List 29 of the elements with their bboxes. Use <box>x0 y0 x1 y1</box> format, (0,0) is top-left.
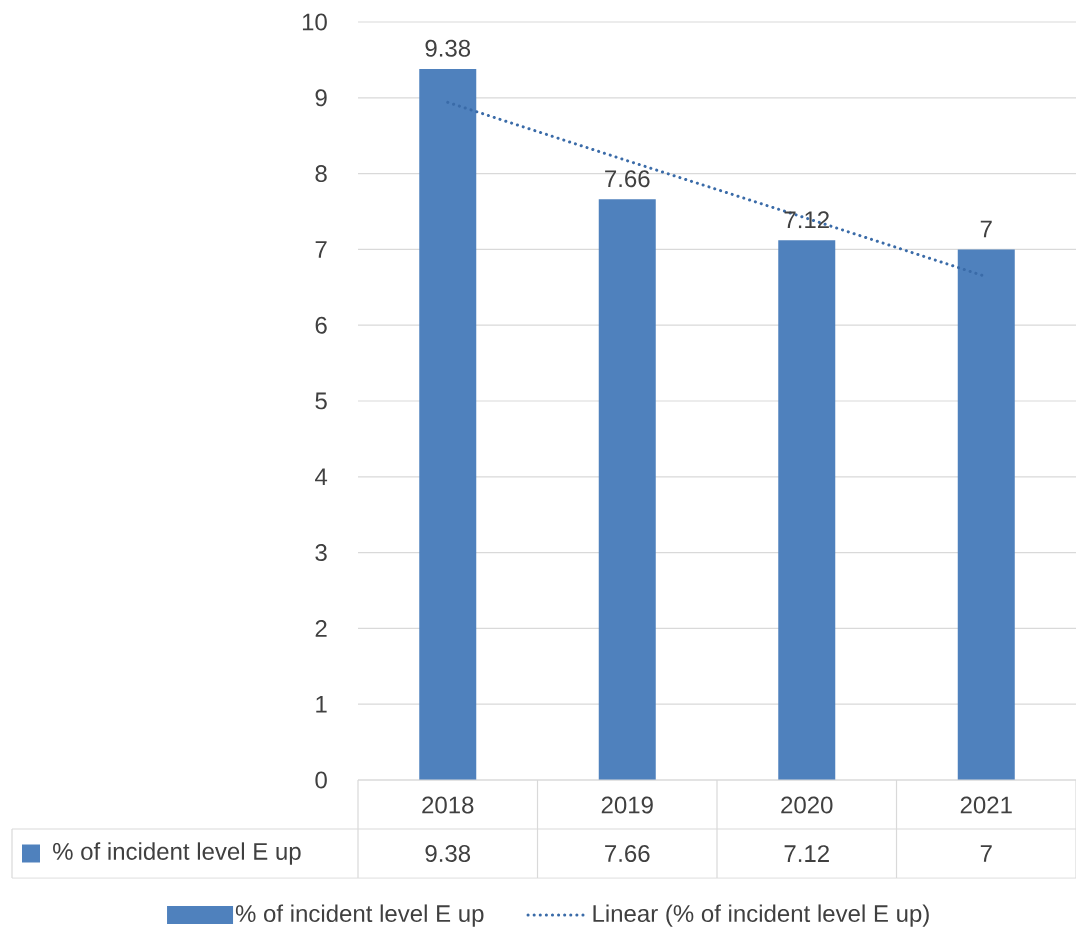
y-tick-label: 3 <box>315 544 327 562</box>
data-label: 9.38 <box>425 845 471 862</box>
y-tick-label: 4 <box>315 468 328 486</box>
x-tick-label: 2020 <box>781 796 833 814</box>
y-tick-label: 9 <box>315 89 327 107</box>
legend-label: % of incident level E up <box>235 904 484 927</box>
y-tick-label: 6 <box>315 316 327 334</box>
text: 7.66 <box>605 170 650 188</box>
y-tick-label: 0 <box>315 771 327 789</box>
text: % of incident level E up <box>53 842 301 865</box>
data-label: 7 <box>980 845 992 862</box>
bar <box>778 240 836 780</box>
x-tick-label: 2019 <box>601 796 653 814</box>
data-label: 7.12 <box>784 845 829 862</box>
y-tick-label: 10 <box>302 13 327 31</box>
bar <box>598 199 656 780</box>
bar <box>957 249 1015 780</box>
bar <box>419 68 477 780</box>
x-tick-label: 2021 <box>960 796 1012 814</box>
y-tick-label: 5 <box>315 392 327 410</box>
text: 9.38 <box>425 39 471 57</box>
y-tick-label: 1 <box>316 695 327 713</box>
text: 7 <box>980 220 992 238</box>
data-label: 7.66 <box>605 845 650 862</box>
legend-label: Linear (% of incident level E up) <box>593 904 929 927</box>
x-tick-label: 2018 <box>422 796 474 814</box>
y-tick-label: 7 <box>315 241 327 258</box>
y-tick-label: 2 <box>315 620 327 637</box>
y-tick-label: 8 <box>315 165 327 183</box>
